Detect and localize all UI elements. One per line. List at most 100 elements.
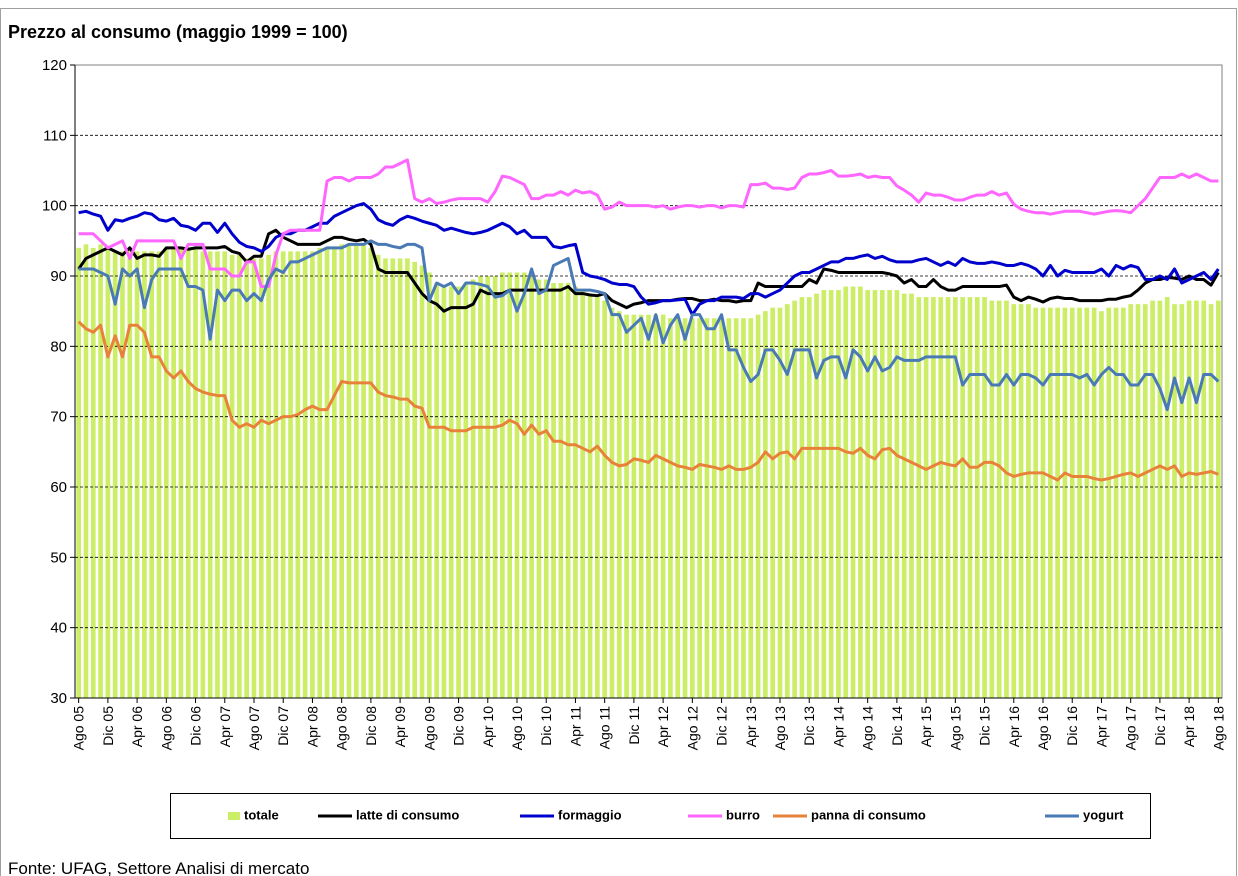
x-tick-label: Dic 08 [363,706,379,746]
x-tick-label: Ago 16 [1035,706,1051,751]
bar [426,272,432,698]
x-tick-label: Dic 15 [977,706,993,746]
bar [500,272,505,698]
legend-label: formaggio [558,807,622,822]
bar [244,258,250,698]
bar [982,297,987,698]
line-series [77,320,1219,482]
x-tick-label: Dic 14 [889,706,905,746]
bar [1026,304,1031,698]
bar [777,307,783,698]
bar [229,254,235,698]
bar [1047,307,1053,698]
bar [1179,304,1185,698]
bar [763,311,768,698]
bar [996,300,1002,698]
bar [1077,307,1082,698]
x-tick-label: Apr 11 [567,706,583,746]
bar [332,247,337,698]
x-tick-label: Apr 17 [1093,706,1109,747]
bar [916,297,922,698]
bar [733,318,739,698]
x-tick-label: Ago 17 [1123,706,1139,751]
line-series [77,228,1220,313]
bar [960,297,965,698]
bar [894,290,900,698]
bar [317,247,323,698]
bar [120,251,125,698]
bar [397,258,403,698]
x-tick-label: Ago 08 [334,706,350,751]
x-tick-label: Ago 14 [860,706,876,751]
x-tick-label: Apr 15 [918,706,934,747]
bar [858,286,863,698]
bar [171,247,176,698]
bar [602,300,608,698]
x-tick-label: Apr 07 [217,706,233,747]
x-tick-label: Apr 09 [392,706,408,747]
bar [207,251,213,698]
y-tick-label: 40 [50,620,67,637]
bar [923,297,929,698]
bar [441,286,447,698]
bar [1055,307,1060,698]
bar [931,297,936,698]
bar [609,307,615,698]
bar [689,318,695,698]
bar [1128,304,1134,698]
x-tick-label: Apr 18 [1181,706,1197,747]
bar [909,293,914,698]
bar [185,247,191,698]
bar [266,254,271,698]
bar [463,283,469,698]
bar [251,258,257,698]
bar [222,251,228,698]
bar [1135,304,1141,698]
x-tick-label: Ago 07 [246,706,262,751]
bar [536,279,542,698]
bar [879,290,885,698]
x-tick-label: Dic 13 [801,706,817,746]
bar [587,293,593,698]
bar [967,297,973,698]
chart-title: Prezzo al consumo (maggio 1999 = 100) [8,22,348,42]
bar [711,318,717,698]
bar [770,307,776,698]
bar [405,258,410,698]
legend-label: burro [726,807,760,822]
bar [697,318,702,698]
bar [1004,300,1009,698]
y-tick-label: 70 [50,409,67,426]
bar [974,297,980,698]
x-tick-label: Dic 12 [714,706,730,746]
bar [806,297,812,698]
bar [1208,304,1214,698]
x-tick-label: Ago 05 [71,706,87,751]
bar [653,314,659,698]
bar [1099,311,1104,698]
bar [339,244,344,698]
legend-label: yogurt [1083,807,1124,822]
x-tick-label: Dic 05 [100,706,116,746]
y-tick-label: 80 [50,338,67,355]
bar [551,283,556,698]
bar [127,247,133,698]
bar [507,272,513,698]
bar [470,279,476,698]
x-tick-label: Ago 15 [947,706,963,751]
bar [580,290,586,698]
bar [83,244,89,698]
bar [565,283,571,698]
y-tick-label: 30 [50,690,67,707]
bar [1142,304,1148,698]
bar [543,279,549,698]
bar [953,297,958,698]
bar [1033,307,1039,698]
bar [149,251,155,698]
x-tick-label: Dic 16 [1064,706,1080,746]
bar [755,314,761,698]
x-tick-label: Dic 07 [275,706,291,746]
x-tick-label: Apr 13 [743,706,759,747]
bar [142,251,147,698]
bar [353,244,359,698]
